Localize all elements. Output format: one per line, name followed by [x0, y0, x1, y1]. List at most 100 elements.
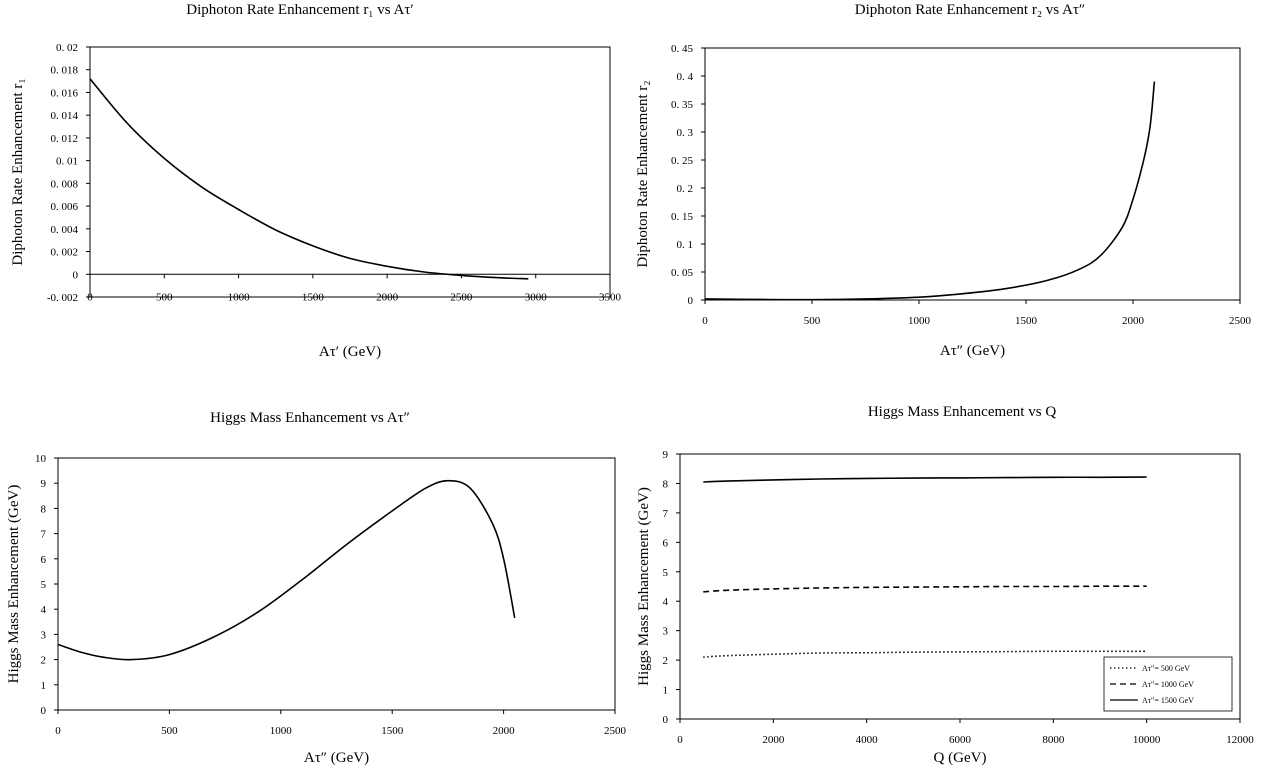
x-tick-label: 12000: [1226, 734, 1254, 746]
chart-title: Higgs Mass Enhancement vs Aτ″: [210, 410, 410, 426]
x-tick-label: 2000: [376, 291, 399, 303]
x-tick-label: 2500: [604, 725, 627, 737]
y-tick-label: 9: [41, 478, 47, 490]
y-tick-label: -0. 002: [47, 292, 78, 304]
y-tick-label: 1: [663, 685, 669, 697]
x-tick-label: 1500: [381, 725, 404, 737]
chart-2: Diphoton Rate Enhancement r₂ vs Aτ″ 0 500 1…: [635, 2, 1252, 359]
y-tick-label: 7: [663, 508, 669, 520]
y-tick-label: 0. 25: [671, 155, 694, 167]
y-tick-label: 0. 15: [671, 211, 694, 223]
series-line-1: [57, 479, 516, 661]
chart-4: Higgs Mass Enhancement vs Q 0 2000 4000 6000…: [636, 404, 1254, 766]
y-tick-label: 8: [41, 503, 47, 515]
y-tick-label: 8: [663, 478, 669, 490]
x-tick-label: 4000: [856, 734, 879, 746]
x-axis-label: Q (GeV): [934, 750, 987, 766]
legend: Aτ″= 500 GeV Aτ″= 1000 GeV Aτ″= 1500 GeV: [1103, 656, 1233, 712]
plot-frame: [89, 46, 611, 298]
chart-title: Higgs Mass Enhancement vs Q: [868, 404, 1056, 420]
x-tick-label: 3500: [599, 291, 622, 303]
x-tick-label: 8000: [1042, 734, 1065, 746]
x-tick-label: 0: [87, 291, 93, 303]
y-tick-label: 1: [41, 680, 47, 692]
chart-3: Higgs Mass Enhancement vs Aτ″0 500 1000 150…: [6, 410, 627, 766]
y-tick-label: 0. 01: [56, 156, 78, 168]
y-tick-label: 0. 004: [51, 224, 79, 236]
y-tick-label: 0: [41, 705, 47, 717]
x-tick-label: 1500: [302, 291, 325, 303]
x-tick-label: 2000: [493, 725, 516, 737]
x-axis-label: Aτ′ (GeV): [319, 344, 381, 360]
y-tick-label: 5: [663, 567, 669, 579]
chart-title: Diphoton Rate Enhancement r₂ vs Aτ″: [855, 2, 1085, 18]
y-tick-label: 6: [41, 554, 47, 566]
x-tick-label: 3000: [525, 291, 548, 303]
y-tick-label: 2: [41, 655, 47, 667]
y-tick-label: 0. 02: [56, 42, 78, 54]
y-tick-label: 3: [41, 629, 47, 641]
y-axis-label: Diphoton Rate Enhancement r₁: [10, 78, 26, 265]
y-axis-label: Higgs Mass Enhancement (GeV): [6, 485, 22, 684]
y-tick-label: 0: [688, 295, 694, 307]
x-axis-label: Aτ″ (GeV): [304, 750, 369, 766]
y-tick-label: 0. 008: [51, 178, 79, 190]
y-tick-label: 0: [663, 714, 669, 726]
y-tick-label: 9: [663, 449, 669, 461]
y-tick-label: 0. 05: [671, 267, 694, 279]
y-tick-label: 6: [663, 537, 669, 549]
x-tick-label: 10000: [1133, 734, 1161, 746]
x-tick-label: 2500: [1229, 315, 1252, 327]
x-tick-label: 0: [677, 734, 683, 746]
y-tick-label: 0. 3: [677, 127, 694, 139]
x-tick-label: 500: [156, 291, 173, 303]
chart-title: Diphoton Rate Enhancement r₁ vs Aτ′: [186, 2, 413, 18]
series-line-1: [703, 650, 1147, 658]
y-tick-label: 0: [73, 269, 79, 281]
x-tick-label: 1000: [270, 725, 293, 737]
plot-frame: [57, 457, 616, 711]
series-line-1: [89, 78, 529, 280]
y-tick-label: 0. 018: [51, 65, 79, 77]
x-axis-label: Aτ″ (GeV): [940, 343, 1005, 359]
y-tick-label: 7: [41, 529, 47, 541]
x-tick-label: 2500: [450, 291, 473, 303]
x-tick-label: 0: [55, 725, 61, 737]
x-tick-label: 2000: [762, 734, 785, 746]
x-tick-label: 2000: [1122, 315, 1145, 327]
y-tick-label: 0. 002: [51, 247, 79, 259]
series-line-3: [703, 476, 1147, 483]
y-tick-label: 0. 016: [51, 87, 79, 99]
y-tick-label: 0. 2: [677, 183, 694, 195]
y-tick-label: 0. 006: [51, 201, 79, 213]
y-tick-label: 0. 1: [677, 239, 694, 251]
plot-frame: [704, 47, 1241, 301]
series-line-1: [704, 81, 1156, 301]
x-tick-label: 0: [702, 315, 708, 327]
y-tick-label: 0. 35: [671, 99, 694, 111]
x-tick-label: 1500: [1015, 315, 1038, 327]
x-tick-label: 1000: [908, 315, 931, 327]
legend-label: Aτ″= 1000 GeV: [1142, 680, 1194, 689]
y-tick-label: 0. 014: [51, 110, 79, 122]
y-tick-label: 0. 4: [677, 71, 694, 83]
x-tick-label: 1000: [228, 291, 251, 303]
series-line-2: [703, 585, 1147, 593]
y-axis-label: Diphoton Rate Enhancement r₂: [635, 80, 651, 267]
chart-1: Diphoton Rate Enhancement r₁ vs Aτ′ 0 500 1…: [10, 2, 622, 360]
y-tick-label: 4: [663, 596, 669, 608]
y-axis-label: Higgs Mass Enhancement (GeV): [636, 487, 652, 686]
x-tick-label: 6000: [949, 734, 972, 746]
y-tick-label: 5: [41, 579, 47, 591]
y-tick-label: 4: [41, 604, 47, 616]
x-tick-label: 500: [804, 315, 821, 327]
y-tick-label: 10: [35, 453, 47, 465]
y-tick-label: 3: [663, 626, 669, 638]
y-tick-label: 0. 012: [51, 133, 79, 145]
legend-label: Aτ″= 1500 GeV: [1142, 696, 1194, 705]
x-tick-label: 500: [161, 725, 178, 737]
legend-label: Aτ″= 500 GeV: [1142, 664, 1190, 673]
y-tick-label: 2: [663, 655, 669, 667]
y-tick-label: 0. 45: [671, 43, 694, 55]
